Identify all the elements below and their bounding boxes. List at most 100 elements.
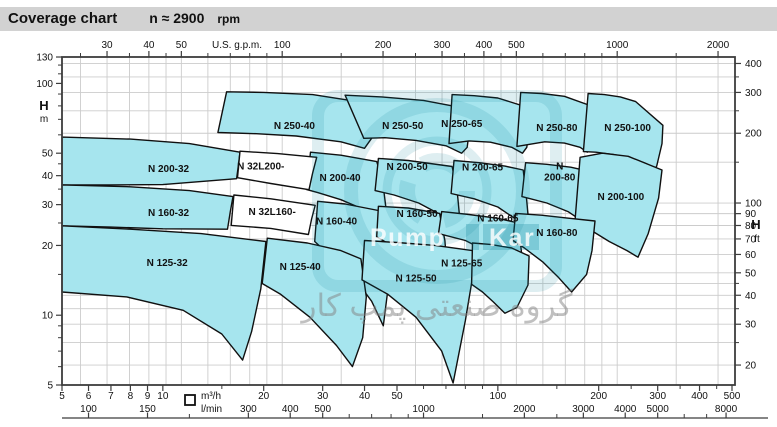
region-n-160-80: [512, 212, 596, 293]
region-label-n-125-50: N 125-50: [395, 273, 437, 284]
region-n-125-32: [61, 225, 267, 361]
watermark-kar-box: [483, 224, 539, 250]
tick-label-ft: 90: [745, 209, 757, 220]
region-label-n-200-65: N 200-65: [462, 162, 504, 173]
tick-label-m3h: 20: [258, 391, 270, 402]
tick-label-ft: 50: [745, 268, 757, 279]
tick-label-lmin: 5000: [647, 404, 670, 415]
tick-label-m3h: 10: [157, 391, 169, 402]
tick-label-m: 40: [42, 171, 54, 182]
region-label-n-250-50: N 250-50: [382, 121, 424, 132]
tick-label-ft: 30: [745, 320, 757, 331]
tick-label-lmin: 150: [139, 404, 156, 415]
region-n-250-65: [448, 93, 531, 154]
tick-label-m3h: 6: [86, 391, 92, 402]
tick-label-lmin: 500: [314, 404, 331, 415]
tick-label-m3h: 50: [391, 391, 403, 402]
watermark-divider: [466, 224, 479, 250]
region-n-250-50: [344, 94, 471, 154]
watermark-ring-inner-icon: [382, 136, 492, 246]
tick-label-lmin: 400: [282, 404, 299, 415]
region-label-n-200-32: N 200-32: [148, 164, 190, 175]
region-label-n-32l160: N 32L160-: [249, 207, 296, 218]
tick-label-lmin: 2000: [513, 404, 536, 415]
tick-label-m: 5: [47, 381, 53, 392]
speed-label: n ≈ 2900: [149, 10, 205, 26]
tick-label-lmin: 8000: [715, 404, 738, 415]
region-label-n-250-65: N 250-65: [441, 119, 483, 130]
tick-label-gpm: 1000: [606, 40, 629, 51]
watermark-frame: [312, 90, 562, 292]
region-label-n-200-80: N: [556, 161, 563, 172]
watermark-ring-icon: [344, 98, 530, 284]
region-n-200-32: [61, 136, 241, 186]
watermark-text-persian: گروه صنعتی پمپ کار: [300, 288, 573, 324]
tick-label-ft: 300: [745, 88, 762, 99]
tick-label-m3h: 30: [317, 391, 329, 402]
unit-legend-square-icon: [184, 394, 196, 406]
region-n-160-32: [61, 184, 234, 230]
region-n-250-40: [217, 91, 378, 149]
tick-label-gpm: 40: [143, 40, 155, 51]
tick-label-m: 10: [42, 311, 54, 322]
page-title: Coverage chart: [8, 10, 118, 27]
title-bar: Coverage chart n ≈ 2900 rpm: [0, 7, 777, 31]
watermark-text-pump: Pump: [370, 224, 445, 252]
region-label-n-200-100: N 200-100: [598, 192, 645, 203]
tick-label-ft: 70: [745, 234, 757, 245]
tick-label-ft: 400: [745, 59, 762, 70]
region-label-n-125-65: N 125-65: [441, 258, 483, 269]
region-label-n-125-32: N 125-32: [147, 258, 189, 269]
tick-label-lmin: 4000: [614, 404, 637, 415]
region-label-n-200-40: N 200-40: [319, 173, 361, 184]
region-label-n-160-50: N 160-50: [397, 209, 439, 220]
tick-label-m: 20: [42, 241, 54, 252]
tick-label-m3h: 100: [490, 391, 507, 402]
tick-label-lmin: 300: [240, 404, 257, 415]
tick-label-ft: 80: [745, 221, 757, 232]
region-label-n-125-40: N 125-40: [280, 262, 322, 273]
tick-label-lmin: 100: [80, 404, 97, 415]
tick-label-gpm: 50: [176, 40, 188, 51]
region-label-n-200-50: N 200-50: [387, 162, 429, 173]
region-label-n-160-80: N 160-80: [536, 228, 578, 239]
watermark-blades-icon: [399, 153, 475, 229]
unit-label-m3h: m³/h: [201, 391, 221, 402]
tick-label-ft: 100: [745, 199, 762, 210]
watermark-text-kar: Kar: [489, 224, 535, 252]
region-n-125-65: [470, 242, 530, 314]
tick-label-gpm: 200: [375, 40, 392, 51]
tick-label-lmin: 3000: [572, 404, 595, 415]
axis-unit-m: m: [40, 114, 48, 125]
rpm-label: rpm: [217, 12, 241, 26]
axis-label-h-left: H: [39, 98, 48, 113]
tick-label-gpm: 100: [274, 40, 291, 51]
region-n-125-50: [361, 239, 474, 384]
region-label-n-160-40: N 160-40: [316, 216, 358, 227]
tick-label-m3h: 5: [59, 391, 65, 402]
region-label-n-32l200: N 32L200-: [237, 162, 284, 173]
region-n-32l160: [230, 194, 316, 236]
tick-label-m: 30: [42, 200, 54, 211]
tick-label-gpm: 500: [508, 40, 525, 51]
region-n-32l200: [236, 150, 318, 191]
region-label-n-200-80: 200-80: [544, 172, 576, 183]
region-label-n-250-100: N 250-100: [604, 123, 651, 134]
tick-label-m3h: 9: [145, 391, 151, 402]
tick-label-ft: 40: [745, 291, 757, 302]
region-label-n-250-40: N 250-40: [274, 121, 316, 132]
tick-label-ft: 20: [745, 361, 757, 372]
tick-label-gpm: 400: [476, 40, 493, 51]
axis-unit-ft: ft: [754, 234, 760, 245]
region-n-125-40: [261, 237, 367, 368]
axis-label-h-right: H: [751, 217, 760, 232]
region-label-n-250-80: N 250-80: [536, 123, 578, 134]
tick-label-m: 130: [36, 53, 53, 64]
tick-label-ft: 200: [745, 129, 762, 140]
tick-label-m3h: 40: [359, 391, 371, 402]
tick-label-m: 100: [36, 79, 53, 90]
axis-label-gpm: U.S. g.p.m.: [212, 40, 262, 51]
region-label-n-160-32: N 160-32: [148, 208, 190, 219]
tick-label-ft: 60: [745, 250, 757, 261]
